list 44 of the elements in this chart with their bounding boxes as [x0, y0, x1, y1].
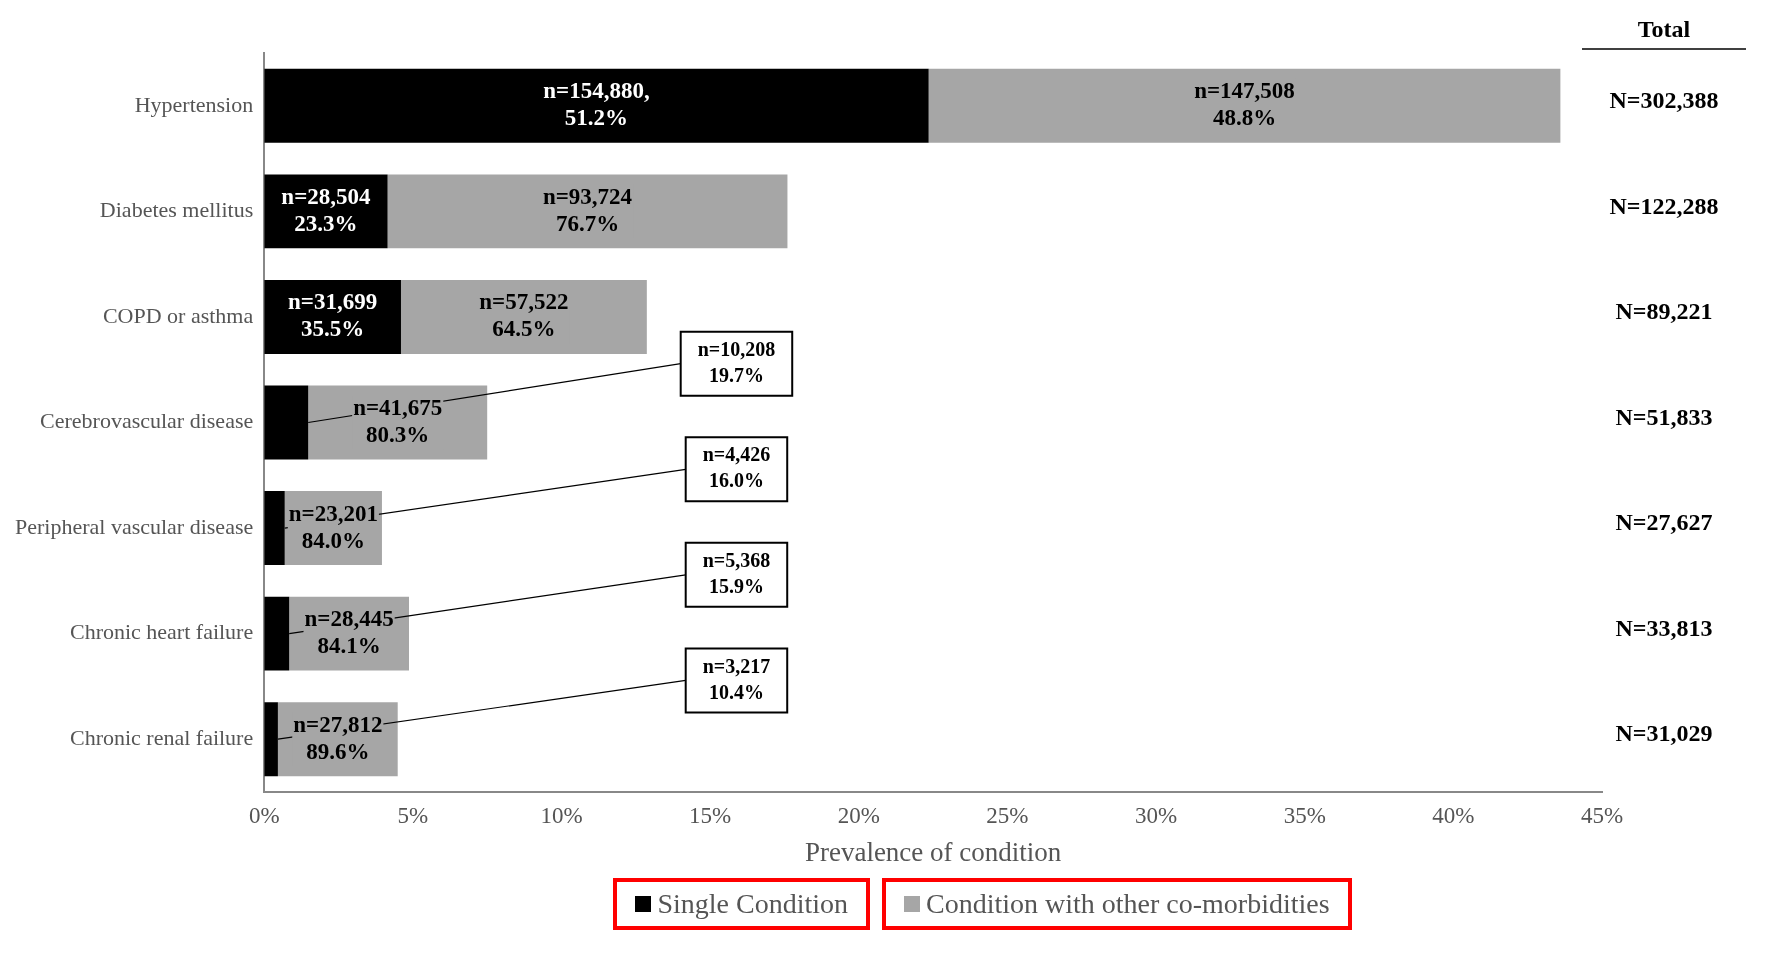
y-tick-label: Peripheral vascular disease: [15, 513, 254, 539]
text: Total: [1637, 16, 1691, 43]
annotation: n=147,508 48.8%: [1194, 78, 1295, 131]
annotation: n=93,724 76.7%: [542, 183, 633, 236]
annotation: n=10,208 19.7%: [697, 337, 776, 386]
x-tick-label: 5%: [397, 802, 429, 828]
x-axis-title: Prevalence of condition: [804, 836, 1062, 867]
y-tick-label: Chronic renal failure: [69, 725, 254, 750]
text: N=89,221: [1615, 298, 1713, 325]
annotation: n=27,812 89.6%: [293, 711, 383, 764]
annotation: n=154,880, 51.2%: [543, 78, 650, 131]
legend-label: Single Condition: [657, 888, 848, 920]
annotation: n=5,368 15.9%: [702, 549, 771, 598]
annotation: n=23,201 84.0%: [288, 500, 378, 553]
x-tick-label: 30%: [1134, 802, 1178, 828]
text: N=51,833: [1615, 403, 1713, 430]
y-tick-label: Cerebrovascular disease: [40, 408, 254, 434]
text: N=27,627: [1615, 509, 1713, 536]
x-tick-label: 15%: [689, 802, 732, 828]
annotation: n=28,504 23.3%: [281, 183, 371, 236]
text: N=302,388: [1609, 86, 1719, 113]
x-tick-label: 20%: [837, 802, 880, 828]
legend-label: Condition with other co-morbidities: [925, 888, 1330, 920]
x-tick-label: 40%: [1432, 802, 1475, 828]
x-tick-label: 10%: [540, 802, 583, 828]
annotation: n=4,426 16.0%: [702, 443, 771, 492]
highlight-box: Condition with other co-morbidities: [881, 878, 1352, 930]
y-tick-label: Chronic heart failure: [69, 619, 254, 645]
text: N=33,813: [1615, 614, 1713, 641]
annotation: n=41,675 80.3%: [353, 394, 443, 447]
y-tick-label: Hypertension: [134, 91, 254, 117]
x-tick-label: 0%: [248, 802, 280, 828]
text: N=122,288: [1609, 192, 1719, 219]
annotation: n=3,217 10.4%: [702, 654, 771, 703]
text: N=31,029: [1615, 720, 1713, 747]
y-tick-label: Diabetes mellitus: [99, 197, 254, 223]
x-tick-label: 45%: [1580, 802, 1624, 828]
x-tick-label: 35%: [1283, 802, 1326, 828]
annotation: n=57,522 64.5%: [479, 289, 569, 342]
y-tick-label: COPD or asthma: [102, 302, 254, 328]
x-tick-label: 25%: [986, 802, 1029, 828]
annotation: n=28,445 84.1%: [304, 606, 394, 659]
highlight-box: Single Condition: [613, 878, 870, 930]
annotation: n=31,699 35.5%: [288, 289, 378, 342]
